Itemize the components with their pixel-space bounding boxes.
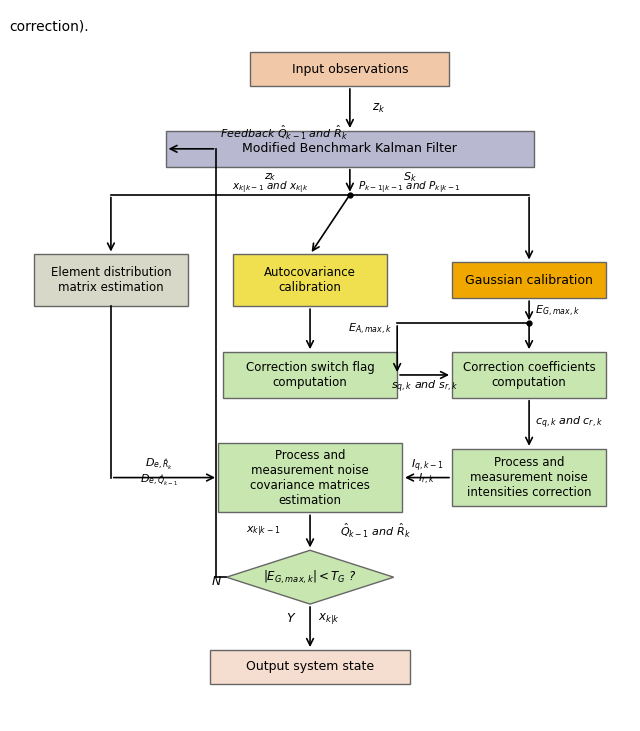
- Text: $I_{r,k}$: $I_{r,k}$: [419, 472, 436, 487]
- Text: $P_{k-1|k-1}$ and $P_{k|k-1}$: $P_{k-1|k-1}$ and $P_{k|k-1}$: [358, 179, 461, 194]
- Text: correction).: correction).: [10, 19, 89, 34]
- Text: $z_k$: $z_k$: [372, 102, 385, 115]
- Text: Autocovariance
calibration: Autocovariance calibration: [264, 266, 356, 295]
- Text: $D_{e,\hat{R}_k}$: $D_{e,\hat{R}_k}$: [145, 457, 173, 472]
- Text: Correction coefficients
computation: Correction coefficients computation: [463, 361, 595, 389]
- Text: $S_k$: $S_k$: [403, 170, 417, 183]
- Text: Gaussian calibration: Gaussian calibration: [465, 274, 593, 287]
- Text: Feedback $\hat{Q}_{k-1}$ and $\hat{R}_k$: Feedback $\hat{Q}_{k-1}$ and $\hat{R}_k$: [220, 124, 348, 142]
- Text: Input observations: Input observations: [292, 63, 408, 75]
- Text: $x_{k|k-1}$: $x_{k|k-1}$: [246, 525, 280, 538]
- Text: $x_{k|k}$: $x_{k|k}$: [318, 610, 340, 626]
- FancyBboxPatch shape: [250, 52, 449, 86]
- FancyBboxPatch shape: [223, 352, 397, 398]
- Text: $z_k$: $z_k$: [264, 171, 276, 183]
- Text: Modified Benchmark Kalman Filter: Modified Benchmark Kalman Filter: [243, 143, 458, 155]
- Text: Output system state: Output system state: [246, 660, 374, 673]
- Text: $D_{e,\hat{Q}_{k-1}}$: $D_{e,\hat{Q}_{k-1}}$: [140, 473, 179, 488]
- Text: Element distribution
matrix estimation: Element distribution matrix estimation: [51, 266, 172, 295]
- Text: $I_{q,k-1}$: $I_{q,k-1}$: [411, 458, 444, 474]
- FancyBboxPatch shape: [166, 131, 534, 167]
- Text: $N$: $N$: [211, 575, 223, 588]
- Text: Process and
measurement noise
intensities correction: Process and measurement noise intensitie…: [467, 456, 591, 499]
- FancyBboxPatch shape: [452, 449, 606, 507]
- Polygon shape: [227, 550, 394, 604]
- FancyBboxPatch shape: [218, 443, 402, 512]
- Text: $|E_{G,max,k}|<T_G$ ?: $|E_{G,max,k}|<T_G$ ?: [264, 569, 356, 586]
- FancyBboxPatch shape: [211, 650, 410, 683]
- Text: $E_{G,max,k}$: $E_{G,max,k}$: [535, 303, 580, 319]
- Text: $Y$: $Y$: [285, 612, 296, 624]
- Text: Correction switch flag
computation: Correction switch flag computation: [246, 361, 374, 389]
- FancyBboxPatch shape: [452, 352, 606, 398]
- Text: Process and
measurement noise
covariance matrices
estimation: Process and measurement noise covariance…: [250, 449, 370, 507]
- FancyBboxPatch shape: [34, 254, 188, 306]
- FancyBboxPatch shape: [452, 262, 606, 298]
- Text: $s_{q,k}$ and $s_{r,k}$: $s_{q,k}$ and $s_{r,k}$: [391, 379, 458, 395]
- Text: $x_{k|k-1}$ and $x_{k|k}$: $x_{k|k-1}$ and $x_{k|k}$: [232, 179, 308, 194]
- Text: $E_{A,max,k}$: $E_{A,max,k}$: [348, 322, 392, 337]
- Text: $\hat{Q}_{k-1}$ and $\hat{R}_k$: $\hat{Q}_{k-1}$ and $\hat{R}_k$: [340, 522, 411, 540]
- FancyBboxPatch shape: [233, 254, 387, 306]
- Text: $c_{q,k}$ and $c_{r,k}$: $c_{q,k}$ and $c_{r,k}$: [535, 415, 603, 431]
